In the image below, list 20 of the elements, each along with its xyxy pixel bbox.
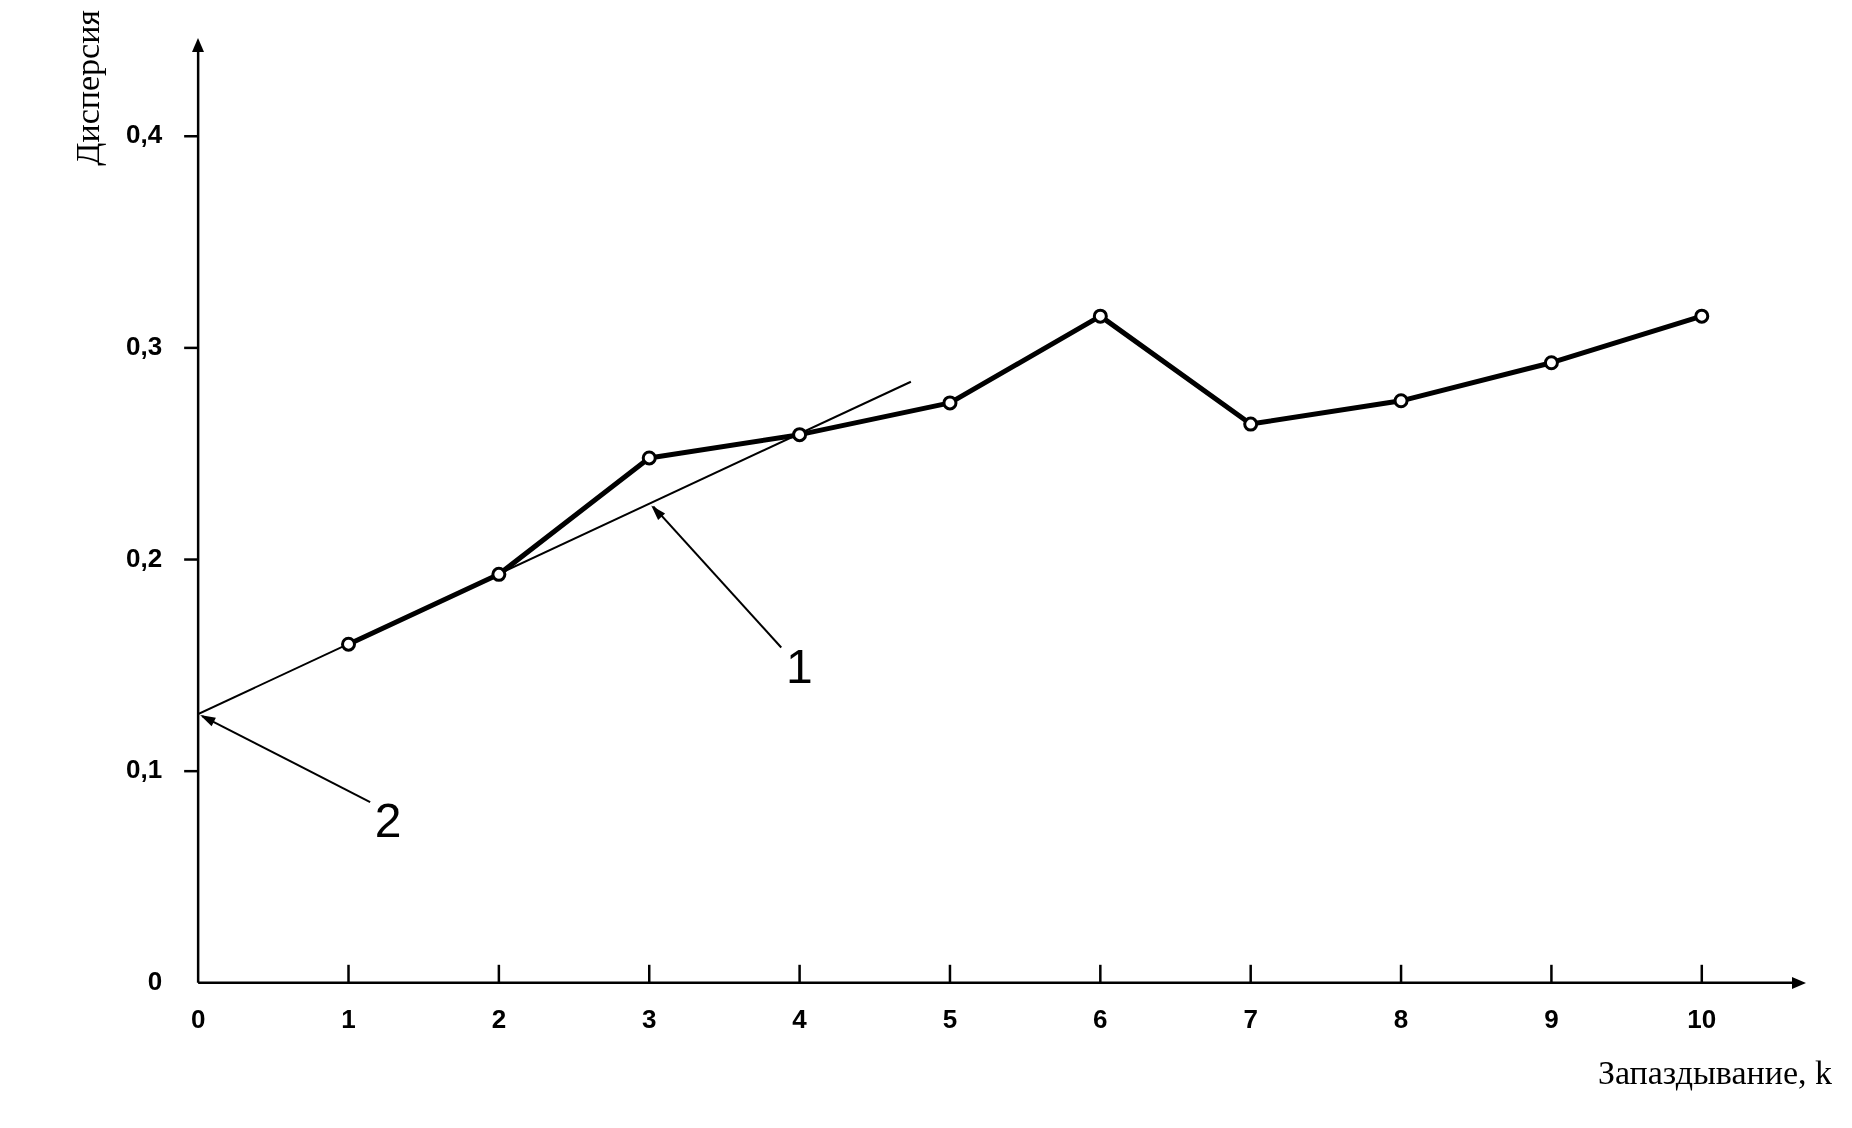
x-tick-label: 2 [491,1003,507,1034]
x-tick-label: 1 [341,1003,356,1034]
x-tick-label: 7 [1243,1003,1258,1034]
y-tick-label: 0 [147,965,163,996]
x-tick-label: 5 [942,1003,958,1034]
y-axis-title: Дисперсия [69,9,107,166]
y-tick-label: 0,1 [125,754,163,785]
annotation: 1 [785,639,813,693]
y-tick-label: 0,3 [125,331,163,362]
x-tick-label: 10 [1687,1003,1717,1034]
y-tick-label: 0,2 [125,542,163,573]
x-tick-label: 4 [792,1003,808,1034]
y-tick-label: 0,4 [125,119,163,150]
x-tick-label: 8 [1393,1003,1409,1034]
annotation: 2 [374,794,402,848]
x-tick-label: 0 [190,1003,206,1034]
x-tick-label: 3 [642,1003,657,1034]
x-tick-label: 9 [1544,1003,1559,1034]
x-axis-title: Запаздывание, k [1597,1053,1832,1091]
x-tick-label: 6 [1093,1003,1108,1034]
